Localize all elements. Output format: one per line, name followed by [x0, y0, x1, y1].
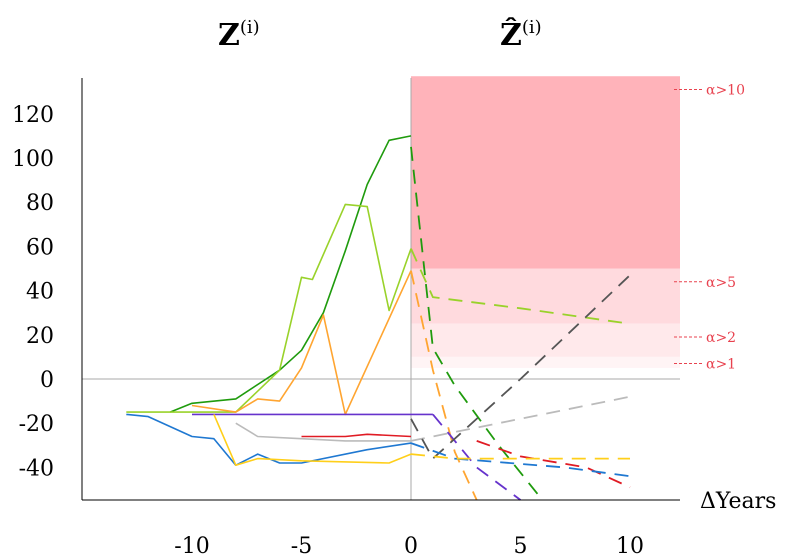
zone-label-1: α>5	[706, 275, 736, 291]
y-tick-label-8: -40	[19, 456, 54, 481]
series-lines	[126, 135, 631, 501]
zone-band-3	[411, 356, 680, 368]
zone-labels: α>10 α>5 α>2 α>1	[674, 82, 745, 373]
tick-labels: 120 100 80 60 40 20 0 -20 -40 -10 -5 0 5 10	[12, 103, 644, 558]
left-panel-title-superscript: (i)	[240, 17, 260, 38]
y-tick-label-6: 0	[40, 368, 54, 393]
zone-label-3: α>1	[706, 357, 736, 373]
right-panel-title: Ẑ(i)	[500, 17, 542, 53]
series-8-observed-line	[213, 414, 412, 467]
zone-band-1	[411, 268, 680, 324]
series-4-predicted-line	[410, 395, 631, 442]
left-panel-title: Z(i)	[218, 17, 260, 53]
y-tick-label-1: 100	[12, 147, 54, 172]
y-tick-label-5: 20	[26, 324, 54, 349]
series-5-predicted-line	[410, 274, 631, 461]
x-tick-label-0: -10	[174, 534, 209, 558]
series-2-observed-line	[191, 270, 412, 416]
series-2-predicted-line	[410, 270, 478, 501]
series-6-observed-line	[301, 433, 412, 438]
y-tick-label-2: 80	[26, 191, 54, 216]
x-tick-label-3: 5	[514, 534, 528, 558]
series-1-observed-line	[126, 203, 412, 413]
series-3-predicted-line	[432, 413, 522, 501]
right-panel-title-main: Ẑ	[500, 17, 522, 53]
series-4-observed-line	[235, 422, 411, 442]
series-1-predicted-line	[410, 248, 631, 325]
axes	[81, 78, 680, 501]
y-tick-label-3: 60	[26, 235, 54, 260]
x-tick-label-2: 0	[404, 534, 418, 558]
y-tick-label-0: 120	[12, 103, 54, 128]
zone-label-0: α>10	[706, 82, 745, 98]
y-tick-label-4: 40	[26, 280, 54, 305]
x-tick-label-4: 10	[616, 534, 644, 558]
series-0-observed-line	[169, 135, 412, 413]
zone-label-2: α>2	[706, 330, 736, 346]
left-panel-title-main: Z	[218, 18, 240, 53]
x-axis-label: ΔYears	[700, 489, 776, 514]
right-panel-title-superscript: (i)	[522, 17, 542, 38]
series-7-observed-line	[126, 413, 412, 467]
y-tick-label-7: -20	[19, 412, 54, 437]
series-6-predicted-line	[476, 440, 631, 489]
zone-band-0	[411, 76, 680, 269]
risk-zones	[411, 76, 680, 368]
zone-band-2	[411, 323, 680, 357]
series-7-predicted-line	[410, 442, 631, 478]
x-tick-label-1: -5	[291, 534, 312, 558]
